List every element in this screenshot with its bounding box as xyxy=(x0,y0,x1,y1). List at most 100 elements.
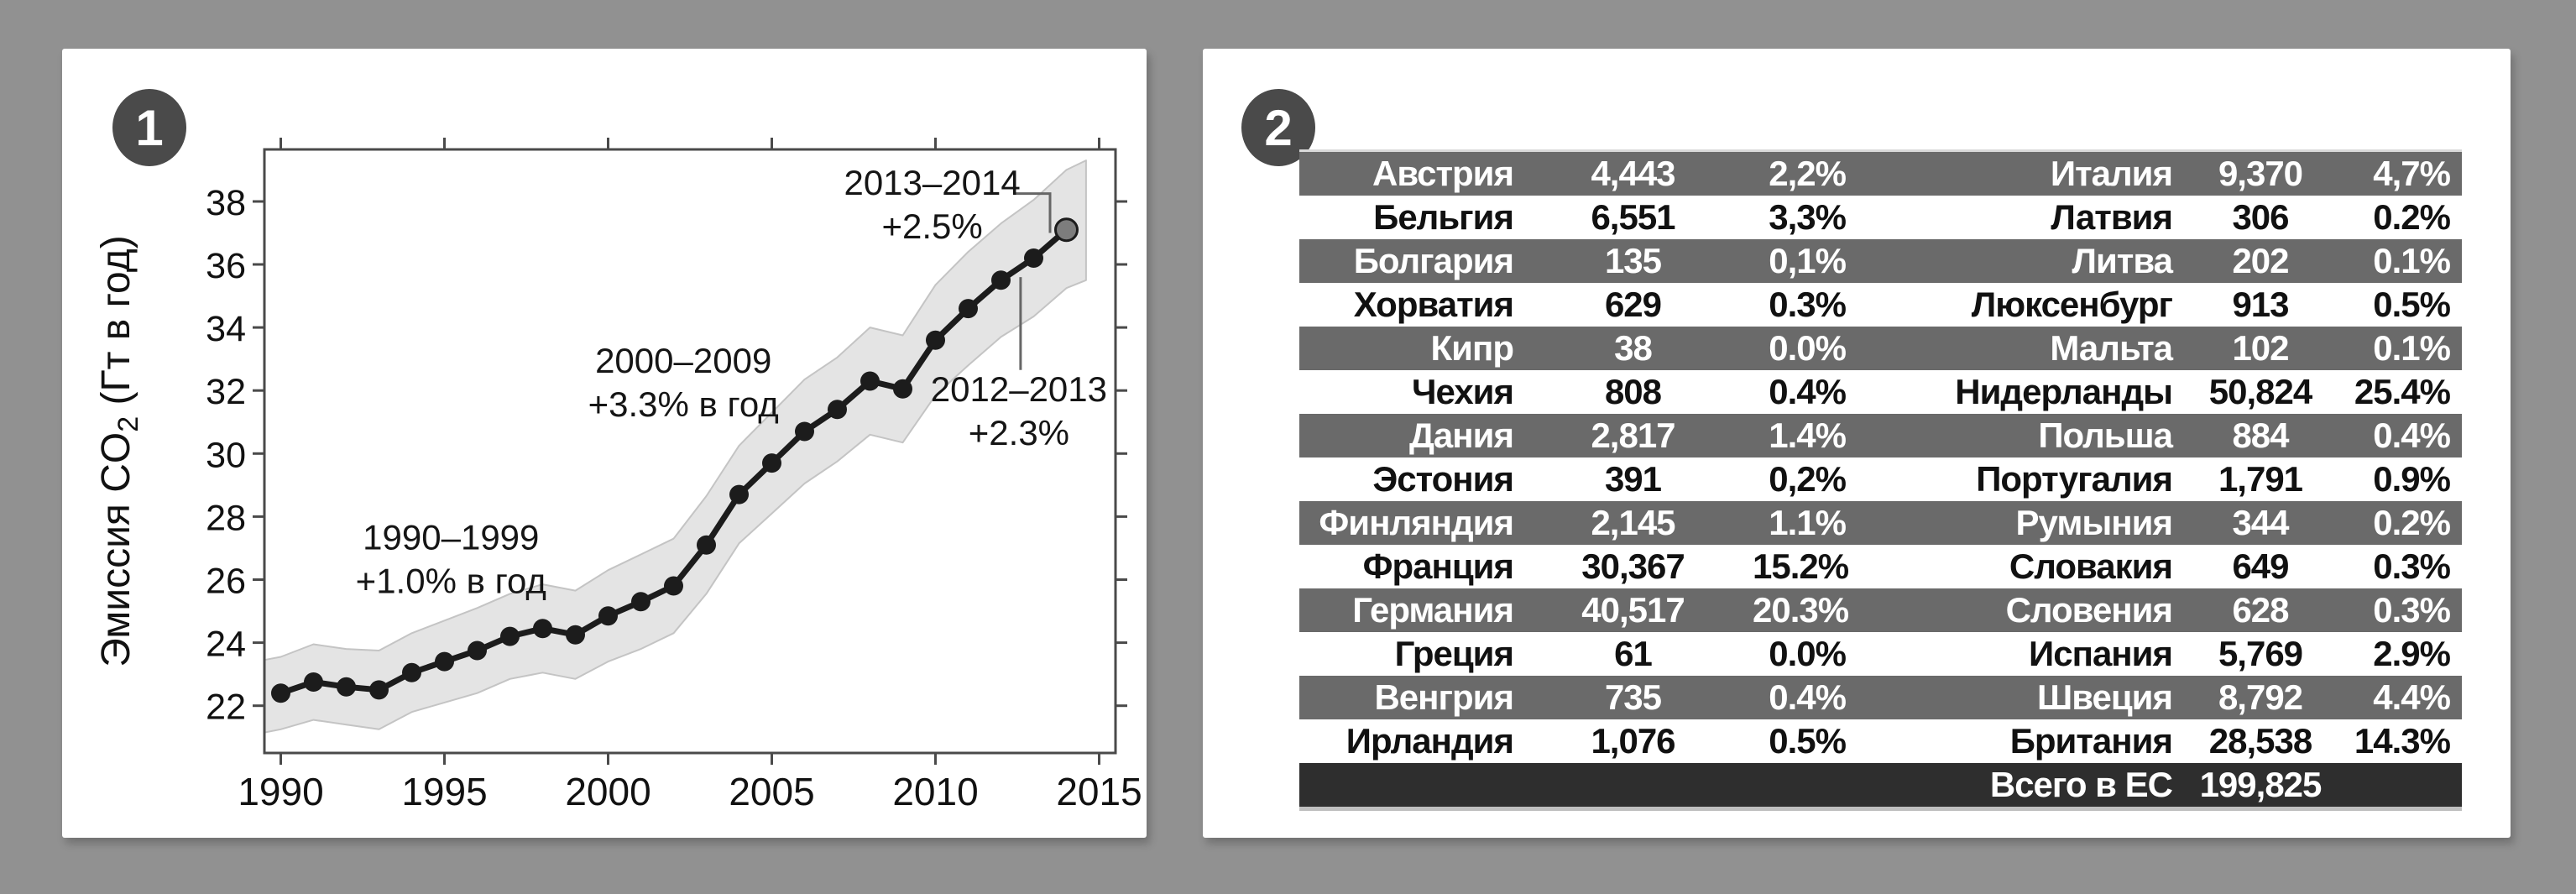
percent-cell: 0.4% xyxy=(1769,677,1847,717)
percent-cell: 0.5% xyxy=(1769,721,1847,761)
percent-cell: 4.4% xyxy=(2373,677,2451,717)
data-point xyxy=(1024,248,1043,268)
chart-annotation: +2.3% xyxy=(969,413,1069,452)
percent-cell: 2.9% xyxy=(2373,634,2451,673)
percent-cell: 0.9% xyxy=(2373,459,2451,499)
data-point xyxy=(533,619,552,639)
country-cell: Италия xyxy=(2050,154,2173,193)
data-point-projected xyxy=(1054,217,1079,243)
country-cell: Литва xyxy=(2072,241,2173,280)
table-row: Кипр 38 0.0% Мальта 102 0.1% xyxy=(1299,327,2462,370)
data-point xyxy=(664,576,683,596)
country-cell: Бельгия xyxy=(1373,197,1514,237)
value-cell: 5,769 xyxy=(2218,634,2303,673)
percent-cell: 20.3% xyxy=(1753,590,1849,630)
data-point xyxy=(304,672,323,692)
country-cell: Дания xyxy=(1409,416,1514,455)
value-cell: 61 xyxy=(1614,634,1653,673)
data-point xyxy=(959,299,978,319)
value-cell: 913 xyxy=(2232,285,2289,324)
country-cell: Австрия xyxy=(1372,154,1514,193)
y-tick-label: 24 xyxy=(206,625,246,665)
percent-cell: 0.3% xyxy=(1769,285,1847,324)
percent-cell: 0.2% xyxy=(2373,197,2451,237)
data-point xyxy=(828,400,847,420)
y-tick-label: 36 xyxy=(206,246,246,286)
value-cell: 884 xyxy=(2232,416,2289,455)
x-tick-label: 2010 xyxy=(892,770,978,813)
percent-cell: 0.4% xyxy=(2373,416,2451,455)
x-tick-label: 1990 xyxy=(238,770,323,813)
percent-cell: 0.3% xyxy=(2373,546,2451,586)
data-point xyxy=(369,680,389,700)
chart-annotation: +1.0% в год xyxy=(356,561,546,600)
percent-cell: 0.0% xyxy=(1769,634,1847,673)
value-cell: 2,817 xyxy=(1591,416,1675,455)
chart-annotation: 2013–2014 xyxy=(844,163,1020,202)
value-cell: 808 xyxy=(1604,372,1662,411)
country-cell: Хорватия xyxy=(1353,285,1514,324)
percent-cell: 0.2% xyxy=(2373,503,2451,542)
country-cell: Чехия xyxy=(1412,372,1514,411)
table-row: Германия 40,517 20.3% Словения 628 0.3% xyxy=(1299,588,2462,632)
y-tick-label: 28 xyxy=(206,498,246,538)
value-cell: 1,791 xyxy=(2218,459,2303,499)
data-point xyxy=(729,484,749,505)
figure-2-panel: 2 Австрия 4,443 2,2% Италия 9,370 4,7% Бельгия… xyxy=(1203,49,2511,838)
value-cell: 391 xyxy=(1604,459,1662,499)
data-point xyxy=(697,535,716,555)
value-cell: 344 xyxy=(2232,503,2289,542)
uncertainty-band xyxy=(264,159,1087,734)
table-row: Венгрия 735 0.4% Швеция 8,792 4.4% xyxy=(1299,676,2462,719)
country-cell: Венгрия xyxy=(1374,677,1514,717)
x-tick-label: 2015 xyxy=(1056,770,1142,813)
country-cell: Португалия xyxy=(1976,459,2173,499)
chart-annotation: 2012–2013 xyxy=(931,369,1107,409)
y-tick-label: 38 xyxy=(206,183,246,223)
value-cell: 50,824 xyxy=(2208,372,2312,411)
x-tick-label: 2005 xyxy=(729,770,814,813)
table-row: Эстония 391 0,2% Португалия 1,791 0.9% xyxy=(1299,457,2462,501)
total-label: Всего в ЕС xyxy=(1989,765,2173,804)
data-point xyxy=(926,330,945,350)
data-point xyxy=(631,592,651,612)
percent-cell: 0.0% xyxy=(1769,328,1847,368)
percent-cell: 0.3% xyxy=(2373,590,2451,630)
value-cell: 2,145 xyxy=(1591,503,1675,542)
table-row: Финляндия 2,145 1.1% Румыния 344 0.2% xyxy=(1299,501,2462,545)
eu-emissions-table: Австрия 4,443 2,2% Италия 9,370 4,7% Бельгия 6,… xyxy=(1299,149,2462,811)
percent-cell: 25.4% xyxy=(2354,372,2451,411)
country-cell: Румыния xyxy=(2015,503,2173,542)
percent-cell: 1.1% xyxy=(1769,503,1847,542)
y-axis-label: Эмиссия CO2 (Гт в год) xyxy=(94,235,144,667)
percent-cell: 3,3% xyxy=(1769,197,1847,237)
data-point xyxy=(598,606,618,626)
country-cell: Испания xyxy=(2029,634,2173,673)
percent-cell: 0,1% xyxy=(1769,241,1847,280)
data-point xyxy=(991,270,1011,290)
percent-cell: 0.1% xyxy=(2373,328,2451,368)
value-cell: 30,367 xyxy=(1581,546,1685,586)
figure-2-number: 2 xyxy=(1264,99,1293,156)
data-point xyxy=(860,371,880,391)
co2-emissions-chart: 1990 1995 2000 2005 2010 2015 22 24 26 28 30 32 34 36… xyxy=(94,138,1142,813)
percent-cell: 0.5% xyxy=(2373,285,2451,324)
plot-border xyxy=(263,148,1117,755)
figure-1-number: 1 xyxy=(135,99,164,156)
percent-cell: 14.3% xyxy=(2354,721,2451,761)
data-point xyxy=(468,640,487,661)
data-point xyxy=(435,651,454,672)
chart-annotation: +2.5% xyxy=(881,207,982,246)
percent-cell: 1.4% xyxy=(1769,416,1847,455)
data-point xyxy=(271,683,290,703)
y-tick-label: 26 xyxy=(206,562,246,602)
table-row: Чехия 808 0.4% Нидерланды 50,824 25.4% xyxy=(1299,370,2462,414)
country-cell: Франция xyxy=(1362,546,1514,586)
chart-annotation: 2000–2009 xyxy=(595,341,771,380)
value-cell: 28,538 xyxy=(2208,721,2312,761)
value-cell: 38 xyxy=(1614,328,1653,368)
table-row: Дания 2,817 1.4% Польша 884 0.4% xyxy=(1299,414,2462,457)
country-cell: Словакия xyxy=(2009,546,2173,586)
country-cell: Латвия xyxy=(2051,197,2173,237)
x-tick-label: 1995 xyxy=(401,770,487,813)
